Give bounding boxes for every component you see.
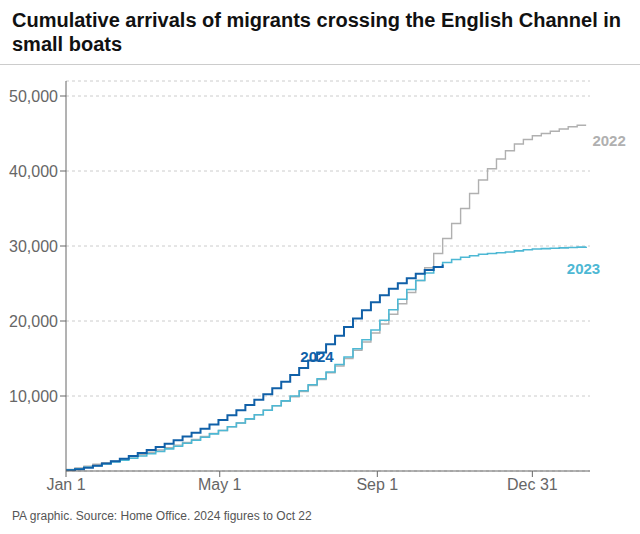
html-text:PA graphic. Source: Home Offic: PA graphic. Source: Home Office. 2024 fi… <box>12 509 312 523</box>
svg-text:10,000: 10,000 <box>9 388 58 405</box>
svg-text:40,000: 40,000 <box>9 163 58 180</box>
svg-text:50,000: 50,000 <box>9 88 58 105</box>
svg-text:Sep 1: Sep 1 <box>356 476 398 493</box>
svg-text:2022: 2022 <box>592 132 625 149</box>
svg-text:2024: 2024 <box>300 348 334 365</box>
svg-text:Dec 31: Dec 31 <box>507 476 558 493</box>
svg-text:Jan 1: Jan 1 <box>46 476 85 493</box>
svg-text:May 1: May 1 <box>198 476 242 493</box>
svg-text:30,000: 30,000 <box>9 238 58 255</box>
html-text:Cumulative arrivals of migrant: Cumulative arrivals of migrants crossing… <box>12 9 621 55</box>
svg-text:2023: 2023 <box>567 260 600 277</box>
svg-text:20,000: 20,000 <box>9 313 58 330</box>
